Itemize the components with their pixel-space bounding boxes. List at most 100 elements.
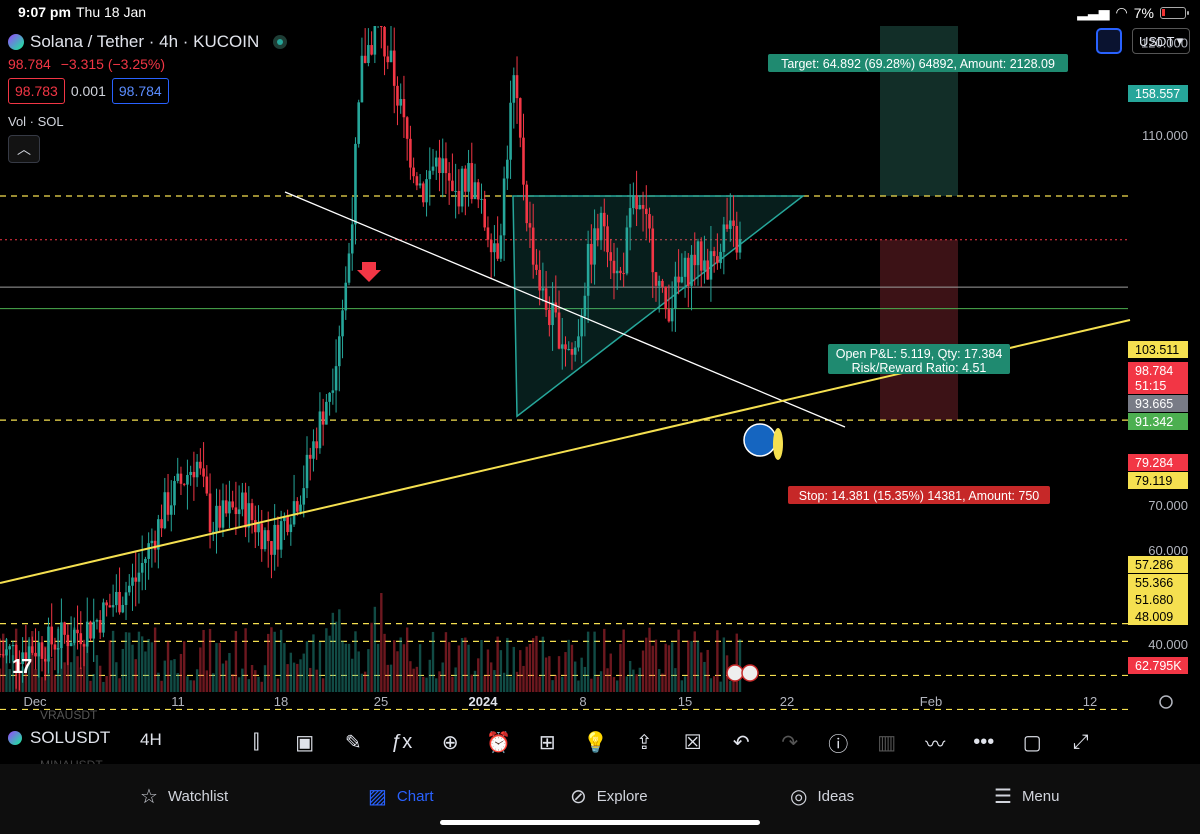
candles-icon[interactable]: ⫿	[253, 730, 260, 753]
object-tree-icon[interactable]: ☒	[683, 731, 702, 754]
volume-bar	[409, 661, 412, 692]
x-axis-tick: 18	[274, 694, 288, 709]
volume-bar	[163, 660, 167, 692]
volume-bar	[292, 662, 296, 692]
collapse-legend-button[interactable]: ︿	[8, 135, 40, 163]
volume-bar	[279, 629, 283, 692]
volume-bar	[334, 621, 338, 692]
fullscreen-icon[interactable]: ▢	[1022, 731, 1042, 754]
volume-bar	[628, 660, 632, 692]
volume-bar	[267, 633, 270, 692]
info-icon[interactable]: ⓘ	[828, 733, 849, 756]
candle-body	[651, 228, 655, 273]
volume-bar	[493, 670, 496, 692]
volume-bar	[738, 639, 742, 692]
candle-body	[699, 241, 703, 271]
volume-bar	[732, 674, 735, 692]
volume-bar	[208, 628, 212, 692]
alert-icon[interactable]: ⏰	[486, 731, 512, 754]
candle-body	[315, 441, 318, 449]
layout-icon[interactable]	[1096, 28, 1122, 54]
candle-body	[325, 401, 328, 425]
volume-bar	[95, 655, 99, 692]
candle-body	[541, 288, 545, 291]
tab-ideas[interactable]: ◎ Ideas	[790, 784, 854, 809]
candle-body	[160, 519, 163, 529]
volume-bar	[27, 639, 31, 692]
volume-bar	[606, 668, 609, 692]
volume-bar	[179, 653, 183, 692]
volume-bar	[338, 609, 341, 692]
indicator-icon[interactable]: ƒx	[391, 730, 413, 753]
compass-icon: ⊘	[570, 786, 587, 808]
candle-body	[111, 605, 115, 608]
compare-icon[interactable]: 〰	[925, 733, 946, 756]
volume-bar	[457, 645, 461, 692]
candle-body	[341, 310, 344, 337]
volume-bar	[373, 606, 377, 692]
candle-body	[473, 182, 477, 200]
candle-body	[11, 644, 15, 647]
rocket-sticker	[773, 428, 783, 460]
volume-bar	[115, 662, 118, 692]
fundamentals-icon[interactable]: ▥	[877, 731, 897, 754]
volume-bar	[399, 637, 402, 692]
bar-replay-icon[interactable]: ▣	[295, 731, 315, 754]
candle-body	[308, 454, 312, 459]
add-icon[interactable]: ⊕	[441, 731, 459, 754]
candle-body	[664, 286, 667, 310]
volume-bar	[690, 640, 693, 692]
volume-bar	[53, 674, 57, 692]
expand-icon[interactable]: ⤢	[1072, 730, 1089, 753]
candle-body	[619, 270, 622, 274]
candle-body	[211, 531, 215, 533]
x-axis-tick: 11	[171, 694, 185, 709]
volume-bar	[73, 627, 76, 692]
volume-bar	[150, 642, 154, 692]
candle-body	[586, 243, 590, 296]
candle-body	[518, 98, 522, 138]
layouts-icon[interactable]: ⊞	[538, 731, 556, 754]
candle-body	[73, 629, 76, 643]
volume-bar	[153, 627, 157, 692]
tab-watchlist[interactable]: ☆ Watchlist	[140, 784, 228, 809]
brush-icon[interactable]: ✎	[344, 731, 362, 754]
us-event-flag-icon	[741, 664, 759, 682]
volume-legend[interactable]: Vol · SOL	[8, 114, 64, 129]
candle-body	[480, 198, 483, 200]
volume-bar	[612, 677, 616, 692]
candle-body	[509, 102, 512, 160]
candle-body	[573, 347, 577, 355]
price-badge	[1128, 85, 1188, 102]
tab-chart[interactable]: ▨ Chart	[368, 784, 434, 809]
volume-bar	[451, 676, 454, 692]
chart-canvas[interactable]: Target: 64.892 (69.28%) 64892, Amount: 2…	[0, 26, 1200, 720]
volume-bar	[515, 671, 519, 692]
buy-button[interactable]: 98.784	[111, 78, 169, 104]
candle-body	[512, 75, 516, 103]
more-icon[interactable]: •••	[973, 730, 995, 753]
ideas-bulb-icon[interactable]: 💡	[583, 731, 609, 754]
candle-body	[577, 336, 580, 348]
tab-menu[interactable]: ☰ Menu	[994, 784, 1059, 809]
symbol-selector[interactable]: SOLUSDT	[8, 728, 110, 748]
volume-bar	[683, 676, 687, 692]
tab-explore[interactable]: ⊘ Explore	[570, 784, 648, 809]
symbol-title[interactable]: Solana / Tether · 4h · KUCOIN	[30, 32, 260, 51]
volume-bar	[506, 637, 509, 692]
pnl-label-text: Open P&L: 5.119, Qty: 17.384	[836, 347, 1003, 361]
volume-bar	[50, 657, 53, 692]
share-icon[interactable]: ⇪	[635, 731, 653, 754]
x-axis-tick: 15	[678, 694, 692, 709]
interval-selector[interactable]: 4H	[140, 730, 162, 749]
volume-bar	[263, 665, 267, 692]
redo-icon[interactable]: ↷	[781, 731, 799, 754]
candle-body	[683, 257, 687, 277]
sell-button[interactable]: 98.783	[8, 78, 65, 104]
chart-pane[interactable]: Target: 64.892 (69.28%) 64892, Amount: 2…	[0, 26, 1200, 720]
currency-select[interactable]: USDT ▾	[1132, 28, 1190, 54]
volume-bar	[205, 670, 209, 692]
candle-body	[383, 26, 386, 57]
volume-bar	[467, 644, 470, 692]
undo-icon[interactable]: ↶	[732, 731, 750, 754]
